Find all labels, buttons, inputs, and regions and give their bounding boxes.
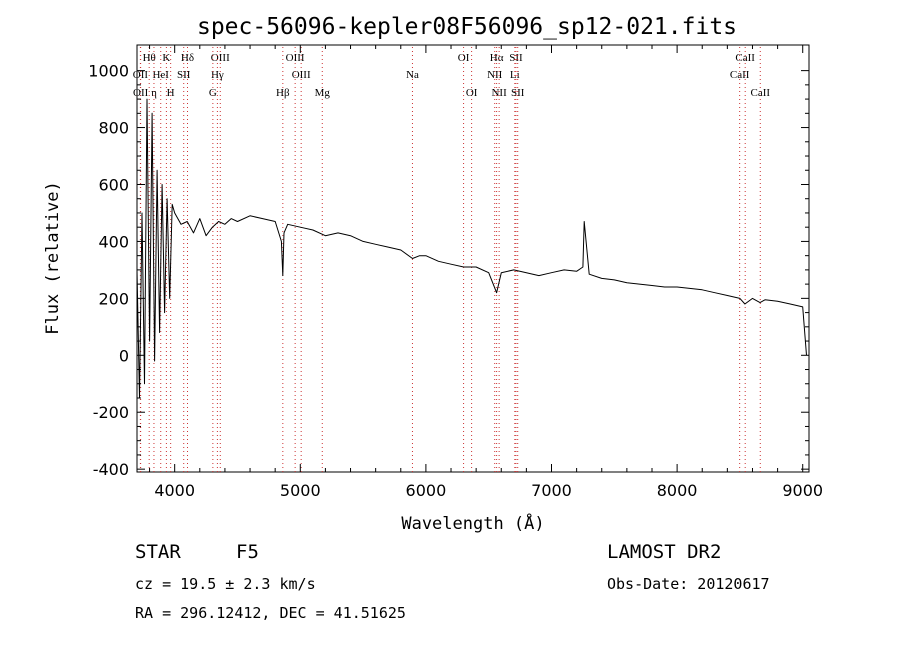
line-marker-label-12: Hγ bbox=[211, 69, 224, 81]
line-marker-label-17: CaII bbox=[730, 69, 750, 81]
line-marker-label-5: OI bbox=[458, 52, 470, 64]
spectral-line-markers: Hθ K Hδ OIII OIII OI Hα SII CaII OIIHeI SII Hγ OIII N… bbox=[133, 47, 770, 472]
line-marker-label-2: Hδ bbox=[181, 52, 194, 64]
object-class: STAR bbox=[135, 541, 181, 563]
line-marker-label-22: Hβ bbox=[276, 87, 290, 99]
line-marker-label-14: Na bbox=[406, 69, 419, 81]
x-tick-label-0: 4000 bbox=[154, 481, 195, 500]
x-tick-label-3: 7000 bbox=[531, 481, 572, 500]
line-marker-label-26: SII bbox=[511, 87, 525, 99]
line-marker-label-4: OIII bbox=[286, 52, 305, 64]
x-tick-label-4: 8000 bbox=[657, 481, 698, 500]
line-marker-label-25: NII bbox=[491, 87, 507, 99]
line-marker-label-0: Hθ bbox=[143, 52, 156, 64]
line-marker-label-7: SII bbox=[509, 52, 523, 64]
spectral-subclass: F5 bbox=[236, 541, 259, 563]
y-tick-label-7: 1000 bbox=[88, 62, 129, 81]
y-axis-label: Flux (relative) bbox=[43, 181, 63, 335]
x-tick-label-1: 5000 bbox=[280, 481, 321, 500]
y-tick-label-0: -400 bbox=[93, 460, 129, 479]
line-marker-label-6: Hα bbox=[490, 52, 504, 64]
y-tick-label-3: 200 bbox=[98, 289, 129, 308]
x-tick-label-2: 6000 bbox=[406, 481, 447, 500]
y-tick-label-5: 600 bbox=[98, 175, 129, 194]
spectrum-series bbox=[136, 98, 807, 399]
x-axis-label: Wavelength (Å) bbox=[401, 512, 544, 534]
line-marker-label-1: K bbox=[162, 52, 170, 64]
line-marker-label-20: H bbox=[167, 87, 175, 99]
line-marker-label-11: SII bbox=[177, 69, 191, 81]
x-tick-label-5: 9000 bbox=[782, 481, 823, 500]
coordinates: RA = 296.12412, DEC = 41.51625 bbox=[135, 604, 406, 622]
line-marker-label-13: OIII bbox=[292, 69, 311, 81]
line-marker-label-23: Mg bbox=[315, 87, 331, 99]
axis-ticks: 4000 5000 6000 7000 8000 9000 -400 -200 0 200 400 6… bbox=[88, 45, 823, 500]
y-tick-label-2: 0 bbox=[119, 346, 129, 365]
line-marker-label-10: HeI bbox=[152, 69, 169, 81]
line-marker-label-18: OII bbox=[133, 87, 149, 99]
spectrum-line-0 bbox=[136, 98, 807, 399]
line-marker-label-19: η bbox=[151, 87, 157, 99]
line-marker-label-16: Li bbox=[510, 69, 520, 81]
y-tick-label-1: -200 bbox=[93, 403, 129, 422]
observation-date: Obs-Date: 20120617 bbox=[607, 575, 770, 593]
line-marker-label-27: CaII bbox=[750, 87, 770, 99]
survey-name: LAMOST DR2 bbox=[607, 541, 722, 563]
line-marker-label-15: NII bbox=[487, 69, 503, 81]
chart-title: spec-56096-kepler08F56096_sp12-021.fits bbox=[197, 14, 737, 40]
plot-frame bbox=[136, 44, 810, 473]
line-marker-label-8: CaII bbox=[735, 52, 755, 64]
y-tick-label-6: 800 bbox=[98, 119, 129, 138]
redshift-value: cz = 19.5 ± 2.3 km/s bbox=[135, 575, 316, 593]
line-marker-label-24: OI bbox=[466, 87, 478, 99]
line-marker-label-3: OIII bbox=[211, 52, 230, 64]
line-marker-label-21: G bbox=[209, 87, 217, 99]
y-tick-label-4: 400 bbox=[98, 232, 129, 251]
